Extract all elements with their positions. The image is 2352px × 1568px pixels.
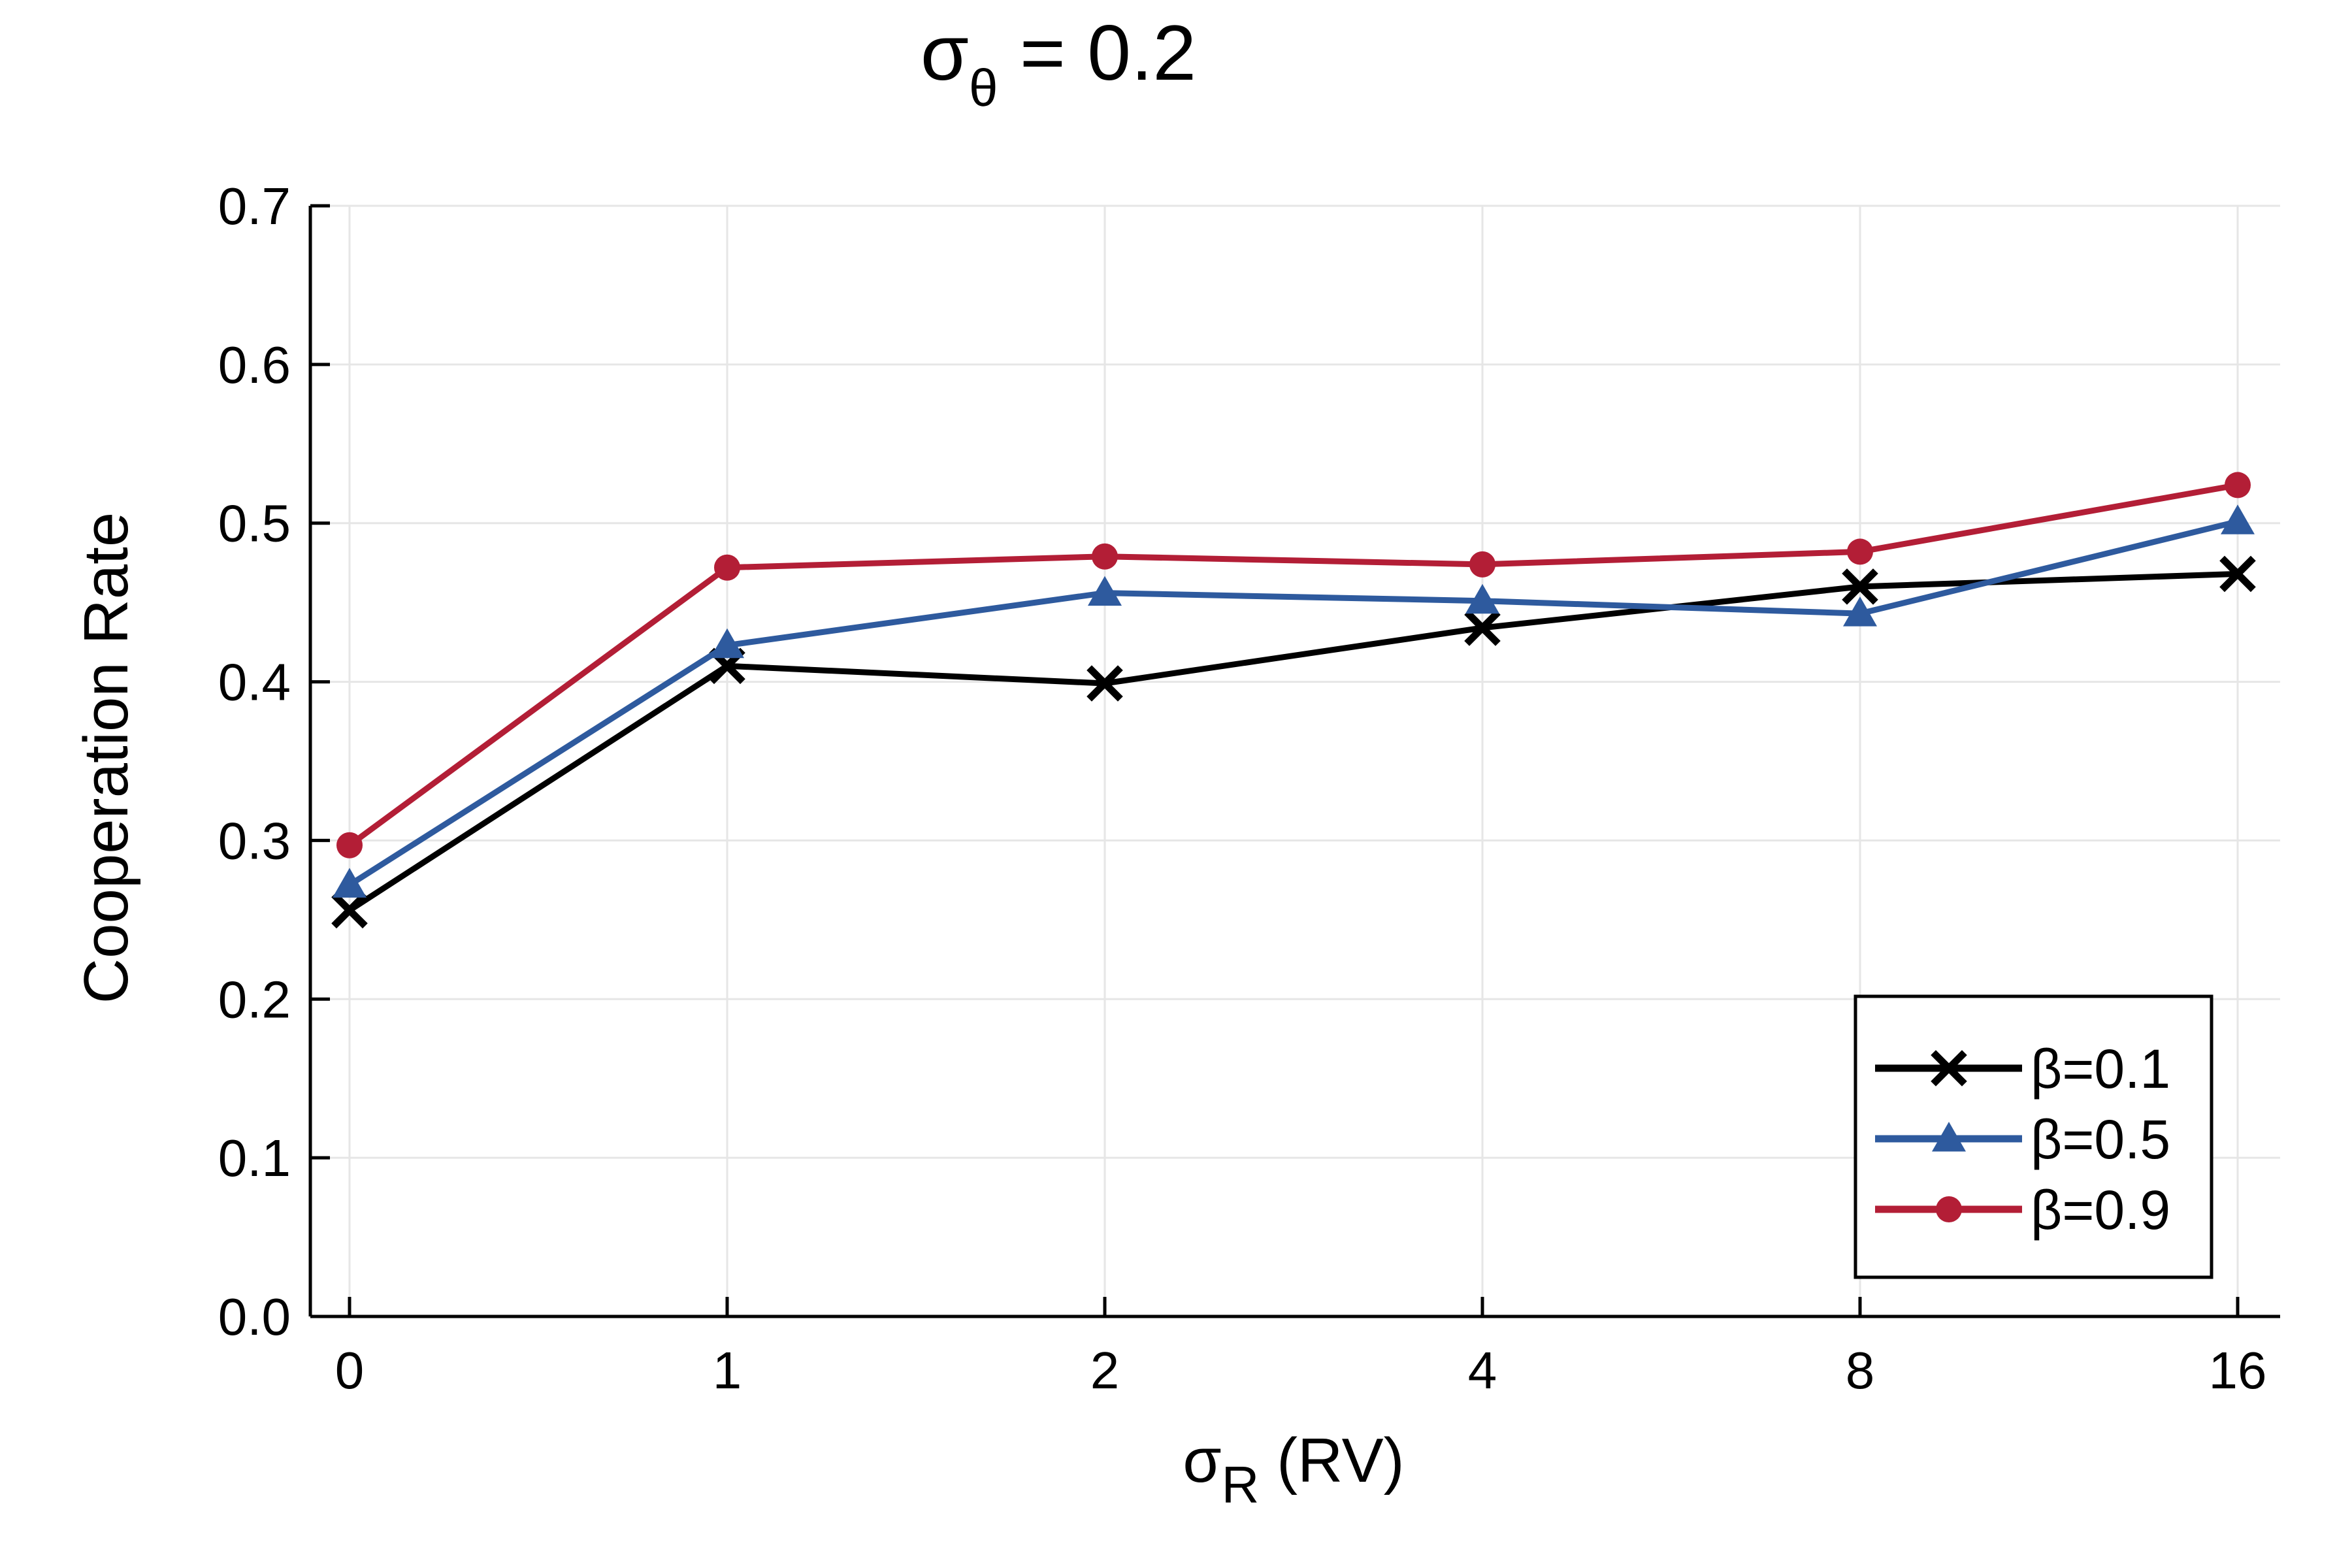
series-1 <box>331 555 2256 929</box>
y-tick-label: 0.3 <box>218 811 291 870</box>
series-line <box>348 518 2239 888</box>
legend-item: β=0.9 <box>1875 1179 2170 1241</box>
data-point <box>1842 568 1878 605</box>
series-2 <box>333 504 2255 898</box>
y-tick-label: 0.2 <box>218 970 291 1028</box>
axes <box>308 206 2280 1318</box>
legend-item: β=0.5 <box>1875 1109 2170 1170</box>
series-3 <box>336 472 2251 858</box>
legend: β=0.1 β=0.5 β=0.9 <box>1854 994 2213 1279</box>
x-axis-label: σR (RV) <box>1183 1426 1404 1514</box>
y-tick-label: 0.6 <box>218 336 291 394</box>
y-tick-label: 0.0 <box>218 1288 291 1346</box>
x-tick-label: 8 <box>1846 1341 1875 1399</box>
series-line <box>348 482 2238 848</box>
data-point <box>1847 538 1873 565</box>
data-point <box>714 554 740 581</box>
x-axis-ticks: 0 1 2 4 8 16 <box>335 1297 2267 1399</box>
data-point <box>1464 610 1501 646</box>
data-point <box>1088 576 1122 606</box>
x-tick-label: 4 <box>1468 1341 1497 1399</box>
legend-marker <box>1936 1196 1962 1222</box>
data-point <box>1843 596 1877 627</box>
y-tick-label: 0.5 <box>218 495 291 553</box>
data-point <box>710 628 744 659</box>
legend-label: β=0.1 <box>2031 1038 2170 1100</box>
chart-title: σθ = 0.2 <box>921 9 1196 117</box>
data-point <box>2225 472 2251 498</box>
y-axis-ticks: 0.0 0.1 0.2 0.3 0.4 0.5 0.6 0.7 <box>218 177 330 1346</box>
y-tick-label: 0.1 <box>218 1129 291 1187</box>
data-point <box>2219 555 2256 593</box>
legend-item: β=0.1 <box>1875 1038 2170 1100</box>
y-axis-label: Cooperation Rate <box>71 512 141 1004</box>
data-series <box>331 472 2256 929</box>
data-point <box>2221 504 2255 534</box>
legend-label: β=0.9 <box>2031 1179 2170 1241</box>
data-point <box>331 892 368 929</box>
legend-label: β=0.5 <box>2031 1109 2170 1170</box>
data-point <box>1086 665 1123 702</box>
y-tick-label: 0.4 <box>218 653 291 711</box>
x-tick-label: 16 <box>2209 1341 2267 1399</box>
x-tick-label: 2 <box>1090 1341 1120 1399</box>
data-point <box>336 832 363 858</box>
y-tick-label: 0.7 <box>218 177 291 235</box>
series-line <box>348 570 2238 913</box>
data-point <box>1469 551 1495 578</box>
x-tick-label: 0 <box>335 1341 365 1399</box>
legend-marker <box>1931 1050 1967 1086</box>
data-point <box>1465 583 1499 614</box>
legend-marker <box>1932 1122 1966 1152</box>
data-point <box>333 868 367 898</box>
x-tick-label: 1 <box>713 1341 742 1399</box>
data-point <box>1092 543 1118 570</box>
